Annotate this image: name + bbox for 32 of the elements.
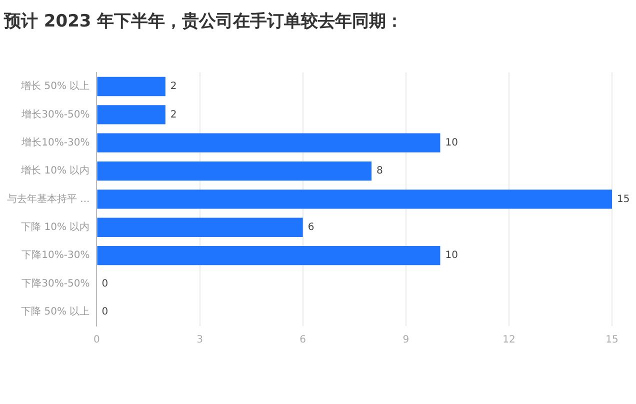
x-tick-label: 15 [606,334,618,346]
chart-title: 预计 2023 年下半年，贵公司在手订单较去年同期： [3,12,404,32]
bar [97,246,440,266]
data-label: 15 [617,194,630,205]
bar [97,161,372,181]
data-label: 2 [170,109,177,120]
data-label: 2 [170,81,177,92]
y-tick-label: 与去年基本持平 ... [6,192,90,205]
y-tick-label: 下降 10% 以内 [21,220,90,233]
x-tick-label: 0 [94,334,100,346]
data-label: 6 [308,222,314,233]
bar [97,218,303,237]
y-tick-label: 下降30%-50% [22,277,90,290]
bar [97,76,166,96]
y-tick-label: 增长30%-50% [20,108,90,120]
data-label: 0 [102,278,108,290]
bar [97,133,440,152]
data-label: 10 [445,250,458,262]
x-tick-label: 3 [196,334,203,346]
y-tick-label: 增长 50% 以上 [20,80,90,92]
data-label: 0 [102,306,108,318]
x-tick-label: 9 [402,334,410,346]
x-tick-label: 12 [502,334,516,346]
x-tick-label: 6 [300,334,306,346]
y-tick-label: 下降 50% 以上 [21,306,90,318]
y-tick-label: 增长 10% 以内 [20,164,90,177]
bar [97,105,166,124]
y-tick-label: 增长10%-30% [20,136,90,148]
data-label: 10 [445,137,458,148]
y-tick-label: 下降10%-30% [22,249,90,262]
bar [97,190,612,209]
data-label: 8 [376,166,383,177]
